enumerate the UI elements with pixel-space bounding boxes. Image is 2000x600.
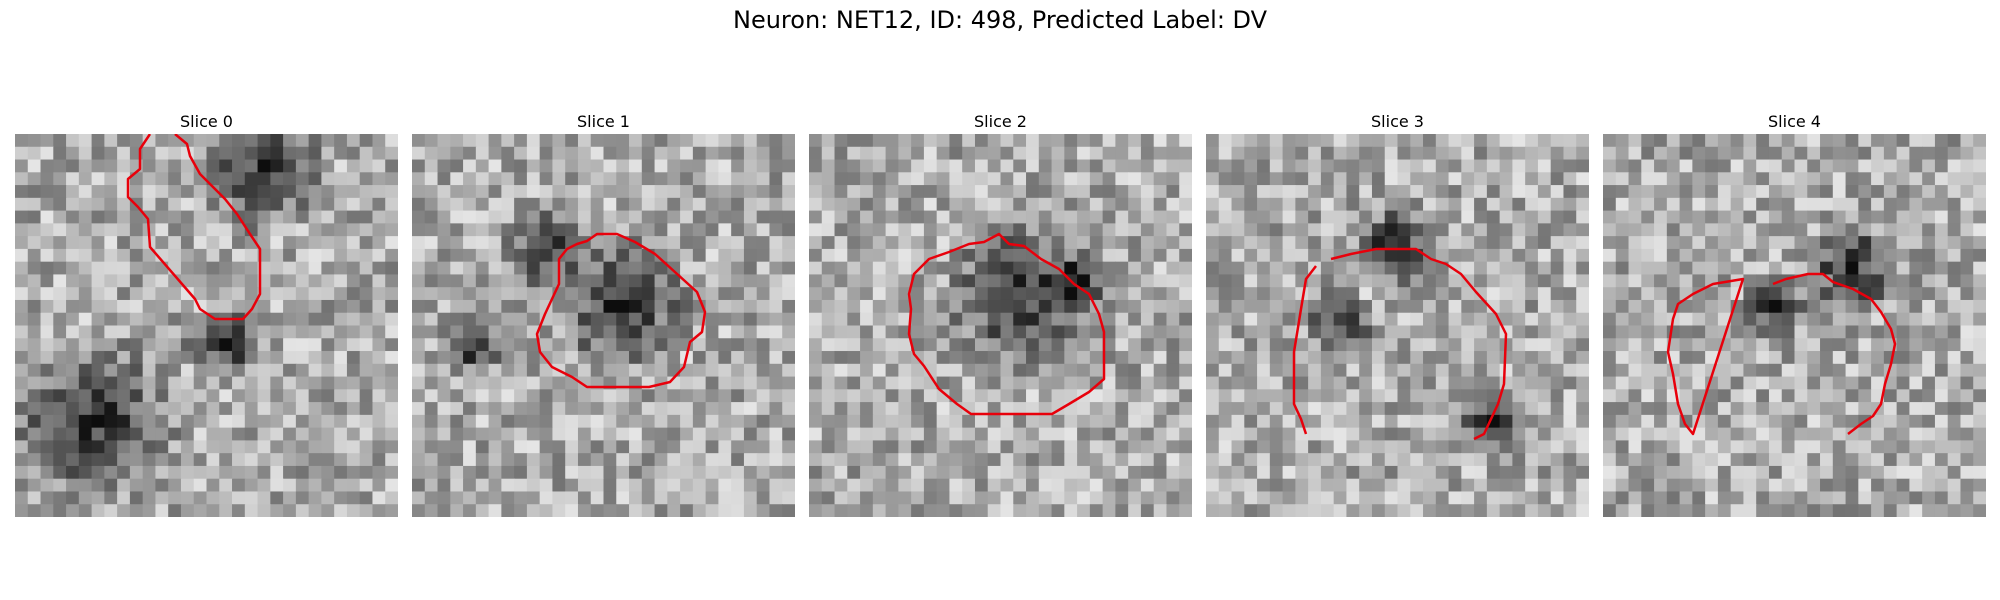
pixel-grid (1603, 134, 1986, 517)
slice-panel-4: Slice 4 (1603, 110, 1986, 517)
slice-panel-0: Slice 0 (15, 110, 398, 517)
slice-image (1603, 134, 1986, 517)
slice-panel-1: Slice 1 (412, 110, 795, 517)
segmentation-contour (907, 232, 1106, 416)
slice-image (1206, 134, 1589, 517)
pixel-grid (1206, 134, 1589, 517)
segmentation-contour (126, 134, 262, 321)
segmentation-contour (1666, 272, 1897, 436)
slice-image (809, 134, 1192, 517)
slice-title: Slice 3 (1371, 112, 1424, 131)
pixel-grid (15, 134, 398, 517)
slice-image (15, 134, 398, 517)
slice-title: Slice 2 (974, 112, 1027, 131)
slice-title: Slice 0 (180, 112, 233, 131)
slice-panel-2: Slice 2 (809, 110, 1192, 517)
segmentation-contour (1292, 247, 1508, 441)
pixel-grid (809, 134, 1192, 517)
pixel-grid (412, 134, 795, 517)
slice-image (412, 134, 795, 517)
segmentation-contour (535, 232, 707, 389)
slice-panel-3: Slice 3 (1206, 110, 1589, 517)
figure-title: Neuron: NET12, ID: 498, Predicted Label:… (732, 6, 1268, 34)
slice-title: Slice 4 (1768, 112, 1821, 131)
slice-title: Slice 1 (577, 112, 630, 131)
